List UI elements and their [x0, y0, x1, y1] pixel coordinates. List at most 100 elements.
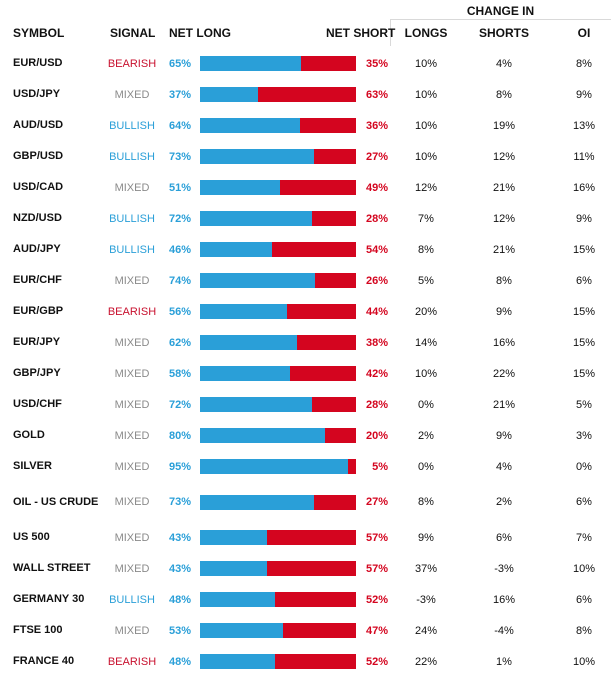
change-longs-value: 12% — [414, 181, 438, 194]
symbol-cell[interactable]: FRANCE 40 — [13, 655, 75, 667]
net-short-value: 27% — [365, 496, 388, 508]
symbol-cell[interactable]: GBP/JPY — [13, 367, 61, 379]
table-row[interactable]: AUD/JPY BULLISH 46% 54% 8% 21% 15% — [0, 234, 611, 265]
net-long-bar-segment — [200, 561, 267, 576]
net-position-bar — [200, 141, 356, 172]
net-long-bar-segment — [200, 428, 325, 443]
oi-column-header[interactable]: OI — [577, 26, 591, 40]
change-shorts-value: 22% — [492, 367, 516, 380]
table-row[interactable]: GBP/USD BULLISH 73% 27% 10% 12% 11% — [0, 141, 611, 172]
change-longs-value: 8% — [418, 243, 434, 256]
table-row[interactable]: EUR/JPY MIXED 62% 38% 14% 16% 15% — [0, 327, 611, 358]
table-row[interactable]: EUR/CHF MIXED 74% 26% 5% 8% 6% — [0, 265, 611, 296]
symbol-cell[interactable]: SILVER — [13, 460, 52, 472]
net-long-bar-segment — [200, 118, 300, 133]
table-row[interactable]: GBP/JPY MIXED 58% 42% 10% 22% 15% — [0, 358, 611, 389]
change-longs-value: 20% — [414, 305, 438, 318]
change-longs-value: 5% — [418, 274, 434, 287]
net-position-bar — [200, 172, 356, 203]
net-short-bar-segment — [200, 561, 356, 576]
change-shorts-value: 12% — [492, 150, 516, 163]
change-longs-value: 10% — [414, 88, 438, 101]
change-oi-value: 8% — [576, 624, 592, 637]
net-short-value: 49% — [365, 181, 388, 194]
symbol-cell[interactable]: NZD/USD — [13, 212, 62, 224]
symbol-cell[interactable]: AUD/USD — [13, 119, 64, 131]
net-long-bar-segment — [200, 242, 272, 257]
symbol-cell[interactable]: FTSE 100 — [13, 624, 63, 636]
symbol-cell[interactable]: GOLD — [13, 429, 45, 441]
symbol-cell[interactable]: EUR/CHF — [13, 274, 62, 286]
net-short-value: 47% — [365, 624, 388, 637]
net-long-column-header[interactable]: NET LONG — [169, 26, 231, 40]
net-short-value: 44% — [365, 305, 388, 318]
symbol-cell[interactable]: AUD/JPY — [13, 243, 61, 255]
table-row[interactable]: AUD/USD BULLISH 64% 36% 10% 19% 13% — [0, 110, 611, 141]
net-long-value: 65% — [169, 57, 192, 70]
net-short-bar-segment — [200, 273, 356, 288]
header-vertical-divider — [390, 19, 391, 46]
table-row[interactable]: SILVER MIXED 95% 5% 0% 4% 0% — [0, 451, 611, 482]
net-short-bar-segment — [200, 56, 356, 71]
net-short-bar-segment — [200, 428, 356, 443]
net-long-bar-segment — [200, 397, 312, 412]
symbol-cell[interactable]: EUR/USD — [13, 57, 63, 69]
symbol-cell[interactable]: US 500 — [13, 531, 50, 543]
symbol-cell[interactable]: GERMANY 30 — [13, 593, 85, 605]
change-oi-value: 0% — [576, 460, 592, 473]
change-longs-value: 10% — [414, 150, 438, 163]
symbol-cell[interactable]: WALL STREET — [13, 562, 91, 574]
net-long-value: 48% — [169, 655, 192, 668]
signal-badge: MIXED — [114, 88, 150, 101]
change-oi-value: 6% — [576, 593, 592, 606]
table-row[interactable]: WALL STREET MIXED 43% 57% 37% -3% 10% — [0, 553, 611, 584]
signal-badge: MIXED — [114, 367, 150, 380]
net-short-bar-segment — [200, 397, 356, 412]
table-row[interactable]: USD/CAD MIXED 51% 49% 12% 21% 16% — [0, 172, 611, 203]
symbol-cell[interactable]: EUR/JPY — [13, 336, 61, 348]
symbol-cell[interactable]: OIL - US CRUDE — [13, 495, 99, 508]
table-row[interactable]: EUR/GBP BEARISH 56% 44% 20% 9% 15% — [0, 296, 611, 327]
table-row[interactable]: OIL - US CRUDE MIXED 73% 27% 8% 2% 6% — [0, 482, 611, 522]
shorts-column-header[interactable]: SHORTS — [478, 26, 529, 40]
table-row[interactable]: GERMANY 30 BULLISH 48% 52% -3% 16% 6% — [0, 584, 611, 615]
table-row[interactable]: USD/CHF MIXED 72% 28% 0% 21% 5% — [0, 389, 611, 420]
change-shorts-value: 2% — [496, 496, 512, 508]
net-long-value: 58% — [169, 367, 192, 380]
change-longs-value: 24% — [414, 624, 438, 637]
symbol-cell[interactable]: GBP/USD — [13, 150, 64, 162]
change-longs-value: 8% — [418, 496, 434, 508]
net-short-value: 27% — [365, 150, 388, 163]
change-shorts-value: 16% — [492, 593, 516, 606]
symbol-cell[interactable]: EUR/GBP — [13, 305, 64, 317]
change-oi-value: 3% — [576, 429, 592, 442]
symbol-column-header[interactable]: SYMBOL — [13, 26, 65, 40]
table-row[interactable]: NZD/USD BULLISH 72% 28% 7% 12% 9% — [0, 203, 611, 234]
net-long-bar-segment — [200, 304, 287, 319]
table-row[interactable]: US 500 MIXED 43% 57% 9% 6% 7% — [0, 522, 611, 553]
table-row[interactable]: EUR/USD BEARISH 65% 35% 10% 4% 8% — [0, 48, 611, 79]
net-short-bar-segment — [200, 87, 356, 102]
net-short-value: 42% — [365, 367, 388, 380]
change-oi-value: 15% — [572, 367, 596, 380]
net-position-bar — [200, 584, 356, 615]
table-row[interactable]: GOLD MIXED 80% 20% 2% 9% 3% — [0, 420, 611, 451]
net-short-bar-segment — [200, 530, 356, 545]
longs-column-header[interactable]: LONGS — [404, 26, 448, 40]
symbol-cell[interactable]: USD/CHF — [13, 398, 62, 410]
change-oi-value: 13% — [572, 119, 596, 132]
table-row[interactable]: USD/JPY MIXED 37% 63% 10% 8% 9% — [0, 79, 611, 110]
table-row[interactable]: FRANCE 40 BEARISH 48% 52% 22% 1% 10% — [0, 646, 611, 677]
symbol-cell[interactable]: USD/CAD — [13, 181, 64, 193]
net-position-bar — [200, 615, 356, 646]
symbol-cell[interactable]: USD/JPY — [13, 88, 61, 100]
table-row[interactable]: FTSE 100 MIXED 53% 47% 24% -4% 8% — [0, 615, 611, 646]
net-short-column-header[interactable]: NET SHORT — [326, 26, 396, 40]
net-long-bar-segment — [200, 623, 283, 638]
signal-badge: MIXED — [114, 336, 150, 349]
net-long-bar-segment — [200, 149, 314, 164]
signal-column-header[interactable]: SIGNAL — [110, 26, 156, 40]
net-position-bar — [200, 420, 356, 451]
change-longs-value: 9% — [418, 531, 434, 544]
signal-badge: MIXED — [114, 496, 150, 508]
